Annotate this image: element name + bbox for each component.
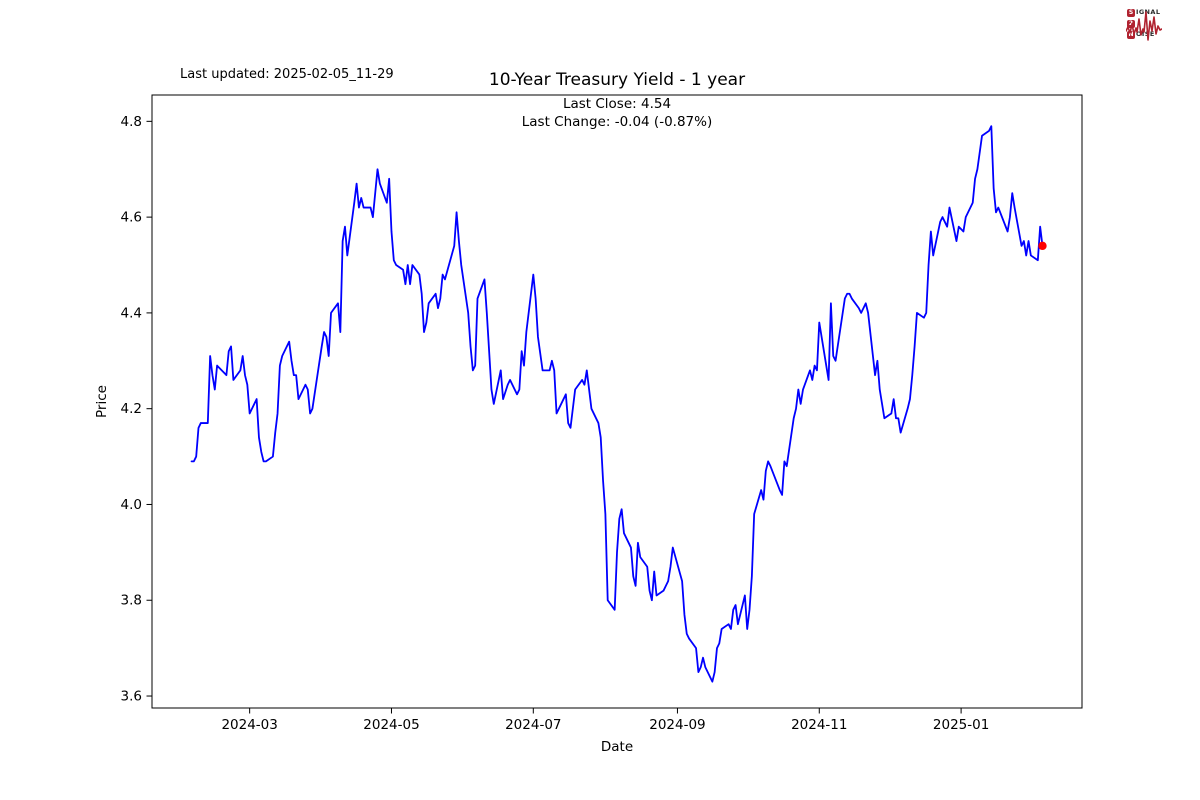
logo-row-noise: N OISE — [1127, 29, 1160, 40]
x-tick-label: 2024-11 — [791, 717, 847, 733]
last-updated-label: Last updated: 2025-02-05_11-29 — [180, 67, 394, 82]
last-point-marker — [1038, 241, 1047, 251]
x-tick-label: 2024-07 — [505, 717, 561, 733]
chart-subtitle-last-change: Last Change: -0.04 (-0.87%) — [521, 114, 713, 130]
y-tick-label: 4.0 — [121, 497, 142, 513]
axis-labels: Date Price — [94, 385, 633, 755]
chart-subtitle-last-close: Last Close: 4.54 — [562, 96, 672, 112]
y-tick-label: 3.8 — [121, 593, 142, 609]
y-tick-label: 4.8 — [121, 114, 142, 130]
logo-text-ignal: IGNAL — [1136, 8, 1161, 17]
logo-letterbox-s: S — [1127, 8, 1135, 17]
logo-row-2: 2 — [1127, 18, 1160, 29]
chart-title: 10-Year Treasury Yield - 1 year — [488, 70, 746, 90]
axis-ticks: 3.6 3.8 4.0 4.2 4.4 4.6 4.8 2024-03 2024-05 2024-… — [121, 114, 990, 733]
x-tick-label: 2024-03 — [221, 717, 277, 733]
price-line — [190, 125, 1044, 683]
logo-letterbox-2: 2 — [1127, 19, 1135, 28]
x-tick-label: 2024-09 — [649, 717, 705, 733]
y-tick-label: 4.4 — [121, 305, 142, 321]
y-tick-label: 4.6 — [121, 210, 142, 226]
logo-row-signal: S IGNAL — [1127, 7, 1160, 18]
signal2noise-wordmark: S IGNAL 2 N OISE — [1127, 7, 1160, 40]
logo-letterbox-n: N — [1127, 30, 1135, 39]
x-tick-label: 2024-05 — [363, 717, 419, 733]
logo-text-oise: OISE — [1136, 30, 1155, 39]
y-axis-label: Price — [94, 385, 110, 418]
x-tick-label: 2025-01 — [933, 717, 989, 733]
plot-border — [151, 94, 1083, 709]
x-axis-label: Date — [601, 739, 633, 755]
y-tick-label: 4.2 — [121, 401, 142, 417]
signal2noise-waveform-icon — [1126, 11, 1162, 41]
price-series — [190, 125, 1047, 683]
y-tick-label: 3.6 — [121, 689, 142, 705]
signal2noise-logo: S IGNAL 2 N OISE — [1126, 7, 1162, 41]
